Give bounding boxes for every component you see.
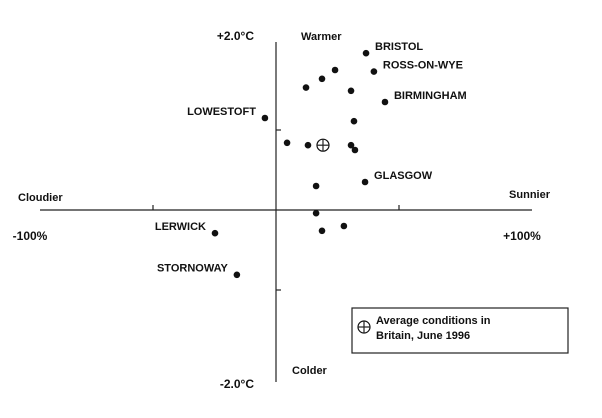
point bbox=[302, 84, 310, 91]
point bbox=[331, 66, 339, 74]
point bbox=[211, 229, 219, 237]
point bbox=[361, 178, 369, 186]
x-tick-label: +100% bbox=[503, 229, 541, 243]
y-label-top: Warmer bbox=[301, 31, 342, 43]
point bbox=[233, 271, 241, 279]
point bbox=[283, 139, 291, 147]
x-tick-label: -100% bbox=[13, 229, 48, 243]
point bbox=[351, 146, 359, 154]
legend-box bbox=[351, 307, 569, 354]
point-label: STORNOWAY bbox=[157, 263, 229, 275]
point bbox=[370, 68, 378, 75]
point-label: ROSS-ON-WYE bbox=[383, 60, 463, 72]
point bbox=[304, 141, 312, 149]
point-label: BIRMINGHAM bbox=[394, 90, 467, 102]
point-label: LERWICK bbox=[155, 221, 206, 233]
x-label-left: Cloudier bbox=[18, 192, 63, 204]
point bbox=[318, 227, 326, 235]
legend-label: Britain, June 1996 bbox=[376, 330, 470, 342]
y-tick-label: +2.0°C bbox=[217, 29, 254, 43]
point-label: LOWESTOFT bbox=[187, 106, 256, 118]
legend-marker bbox=[357, 320, 371, 334]
point bbox=[347, 87, 355, 95]
point bbox=[362, 49, 370, 57]
point-label: GLASGOW bbox=[374, 170, 433, 182]
legend-label: Average conditions in bbox=[376, 315, 491, 327]
x-label-right: Sunnier bbox=[509, 189, 551, 201]
point bbox=[312, 182, 320, 190]
y-label-bottom: Colder bbox=[292, 365, 328, 377]
point bbox=[381, 98, 389, 106]
average-marker bbox=[316, 138, 330, 152]
point bbox=[340, 222, 348, 230]
point bbox=[350, 117, 358, 125]
point bbox=[261, 114, 269, 122]
point-label: BRISTOL bbox=[375, 41, 423, 53]
y-tick-label: -2.0°C bbox=[220, 377, 254, 391]
point bbox=[318, 75, 326, 83]
point bbox=[312, 209, 320, 217]
point bbox=[347, 141, 355, 149]
